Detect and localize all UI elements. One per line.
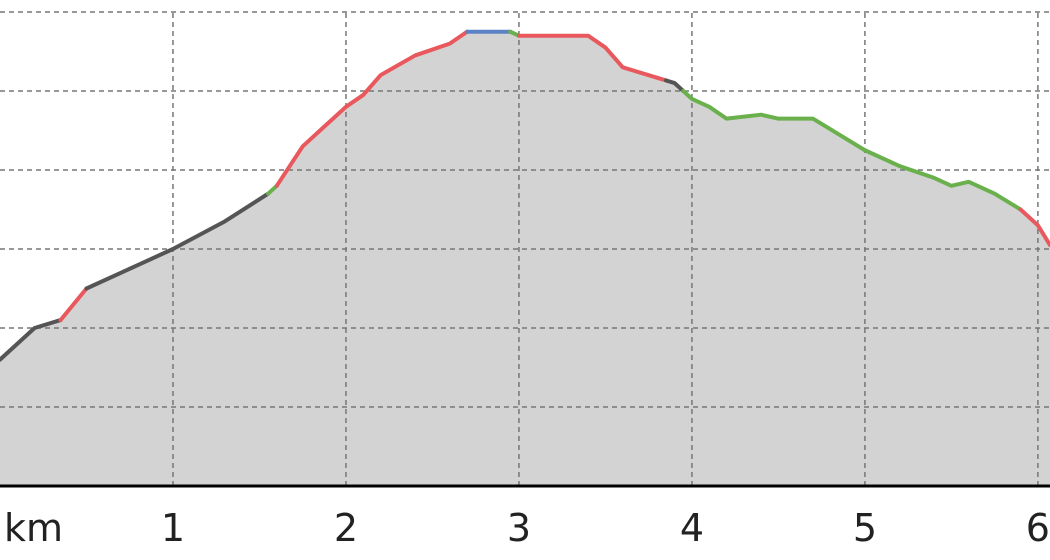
elevation-line-segment xyxy=(58,286,89,323)
elevation-line-segment xyxy=(681,89,1023,212)
x-axis-unit-label: km xyxy=(4,506,63,550)
x-tick-label: 4 xyxy=(680,506,704,550)
elevation-line-segment xyxy=(1018,207,1050,248)
elevation-line-segment xyxy=(274,29,470,188)
x-tick-label: 3 xyxy=(507,506,531,550)
elevation-line-segment xyxy=(0,318,63,362)
x-tick-label: 6 xyxy=(1026,506,1050,550)
elevation-line-segment xyxy=(84,191,271,291)
elevation-area-layer xyxy=(0,31,1050,486)
elevation-line-segment xyxy=(663,78,686,93)
elevation-area xyxy=(0,31,1050,486)
x-tick-label: 5 xyxy=(853,506,877,550)
x-tick-labels: 1 2 3 4 5 6 xyxy=(161,506,1050,550)
elevation-line-layer xyxy=(0,29,1050,362)
x-tick-label: 1 xyxy=(161,506,185,550)
x-tick-label: 2 xyxy=(334,506,358,550)
elevation-line-segment xyxy=(516,33,668,83)
